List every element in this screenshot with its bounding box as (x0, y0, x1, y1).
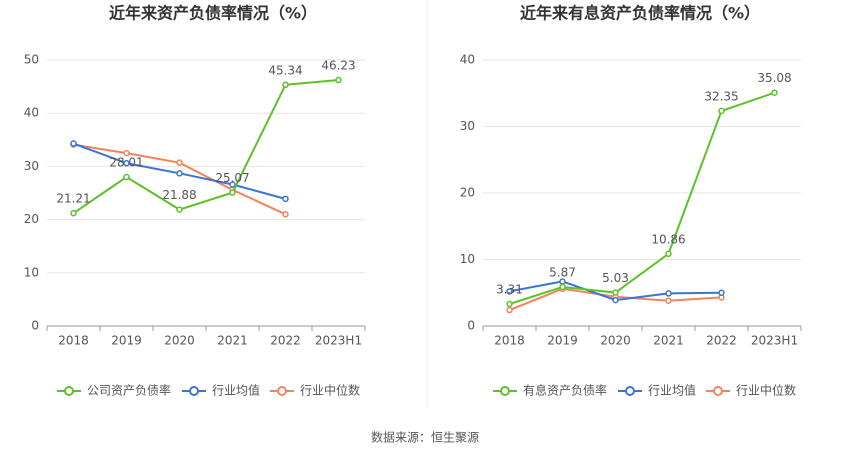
data-label: 3.31 (496, 282, 523, 296)
legend-marker (625, 386, 635, 396)
point (665, 290, 672, 297)
x-tick-label: 2018 (58, 334, 89, 348)
legend-label: 行业中位数 (300, 383, 360, 398)
data-label: 32.35 (704, 89, 738, 103)
point (559, 278, 566, 285)
data-label: 28.01 (109, 155, 143, 169)
point (718, 289, 725, 296)
data-label: 21.88 (162, 188, 196, 202)
legend-label: 行业中位数 (736, 383, 796, 398)
legend-marker (713, 386, 723, 396)
point (335, 76, 342, 84)
data-label: 5.87 (549, 265, 576, 279)
y-tick-label: 0 (31, 319, 39, 333)
legend-marker (64, 386, 74, 396)
point (282, 81, 289, 89)
x-tick-label: 2022 (706, 334, 737, 348)
point (229, 181, 236, 188)
point (176, 206, 183, 213)
y-tick-label: 40 (24, 106, 39, 120)
data-label: 21.21 (56, 192, 90, 206)
point (123, 173, 130, 181)
data-label: 5.03 (602, 271, 629, 285)
x-tick-label: 2019 (547, 334, 578, 348)
series-line (509, 91, 775, 305)
x-tick-label: 2019 (111, 334, 142, 348)
source: 数据来源：恒生聚源 (371, 430, 479, 445)
x-tick-label: 2021 (653, 334, 684, 348)
data-label: 10.86 (651, 232, 685, 246)
legend-label: 行业均值 (212, 383, 260, 398)
data-label: 25.07 (215, 171, 249, 185)
point (718, 107, 725, 115)
point (123, 149, 130, 157)
point (123, 159, 130, 167)
chart-title: 近年来资产负债率情况（%） (109, 4, 317, 23)
point (612, 289, 619, 296)
x-tick-label: 2020 (164, 334, 195, 348)
point (559, 283, 566, 291)
point (665, 250, 672, 258)
point (176, 170, 183, 177)
y-tick-label: 30 (460, 119, 475, 133)
legend-marker (500, 386, 510, 396)
point (665, 297, 672, 304)
x-tick-label: 2018 (494, 334, 525, 348)
data-label: 46.23 (321, 59, 355, 73)
point (70, 140, 77, 147)
y-tick-label: 50 (24, 53, 39, 67)
point (229, 189, 236, 196)
legend-label: 公司资产负债率 (87, 383, 171, 398)
y-tick-label: 10 (460, 252, 475, 266)
y-tick-label: 20 (460, 186, 475, 200)
x-tick-label: 2021 (217, 334, 248, 348)
point (506, 300, 513, 308)
series-line (72, 79, 339, 214)
legend-label: 行业均值 (648, 383, 696, 398)
x-tick-label: 2023H1 (751, 334, 798, 348)
point (506, 306, 513, 314)
chart-title: 近年来有息资产负债率情况（%） (520, 4, 760, 23)
point (70, 209, 77, 217)
point (282, 195, 289, 203)
y-tick-label: 30 (24, 159, 39, 173)
data-label: 45.34 (268, 63, 302, 77)
x-tick-label: 2023H1 (315, 334, 362, 348)
y-tick-label: 0 (467, 319, 475, 333)
point (282, 211, 289, 218)
x-tick-label: 2020 (600, 334, 631, 348)
legend-marker (189, 386, 199, 396)
x-tick-label: 2022 (270, 334, 301, 348)
legend-marker (277, 386, 287, 396)
legend-label: 有息资产负债率 (523, 383, 607, 398)
y-tick-label: 10 (24, 265, 39, 279)
y-tick-label: 40 (460, 53, 475, 67)
point (176, 159, 183, 166)
data-label: 35.08 (757, 71, 791, 85)
point (771, 89, 778, 96)
point (506, 288, 513, 295)
point (612, 296, 619, 304)
y-tick-label: 20 (24, 212, 39, 226)
